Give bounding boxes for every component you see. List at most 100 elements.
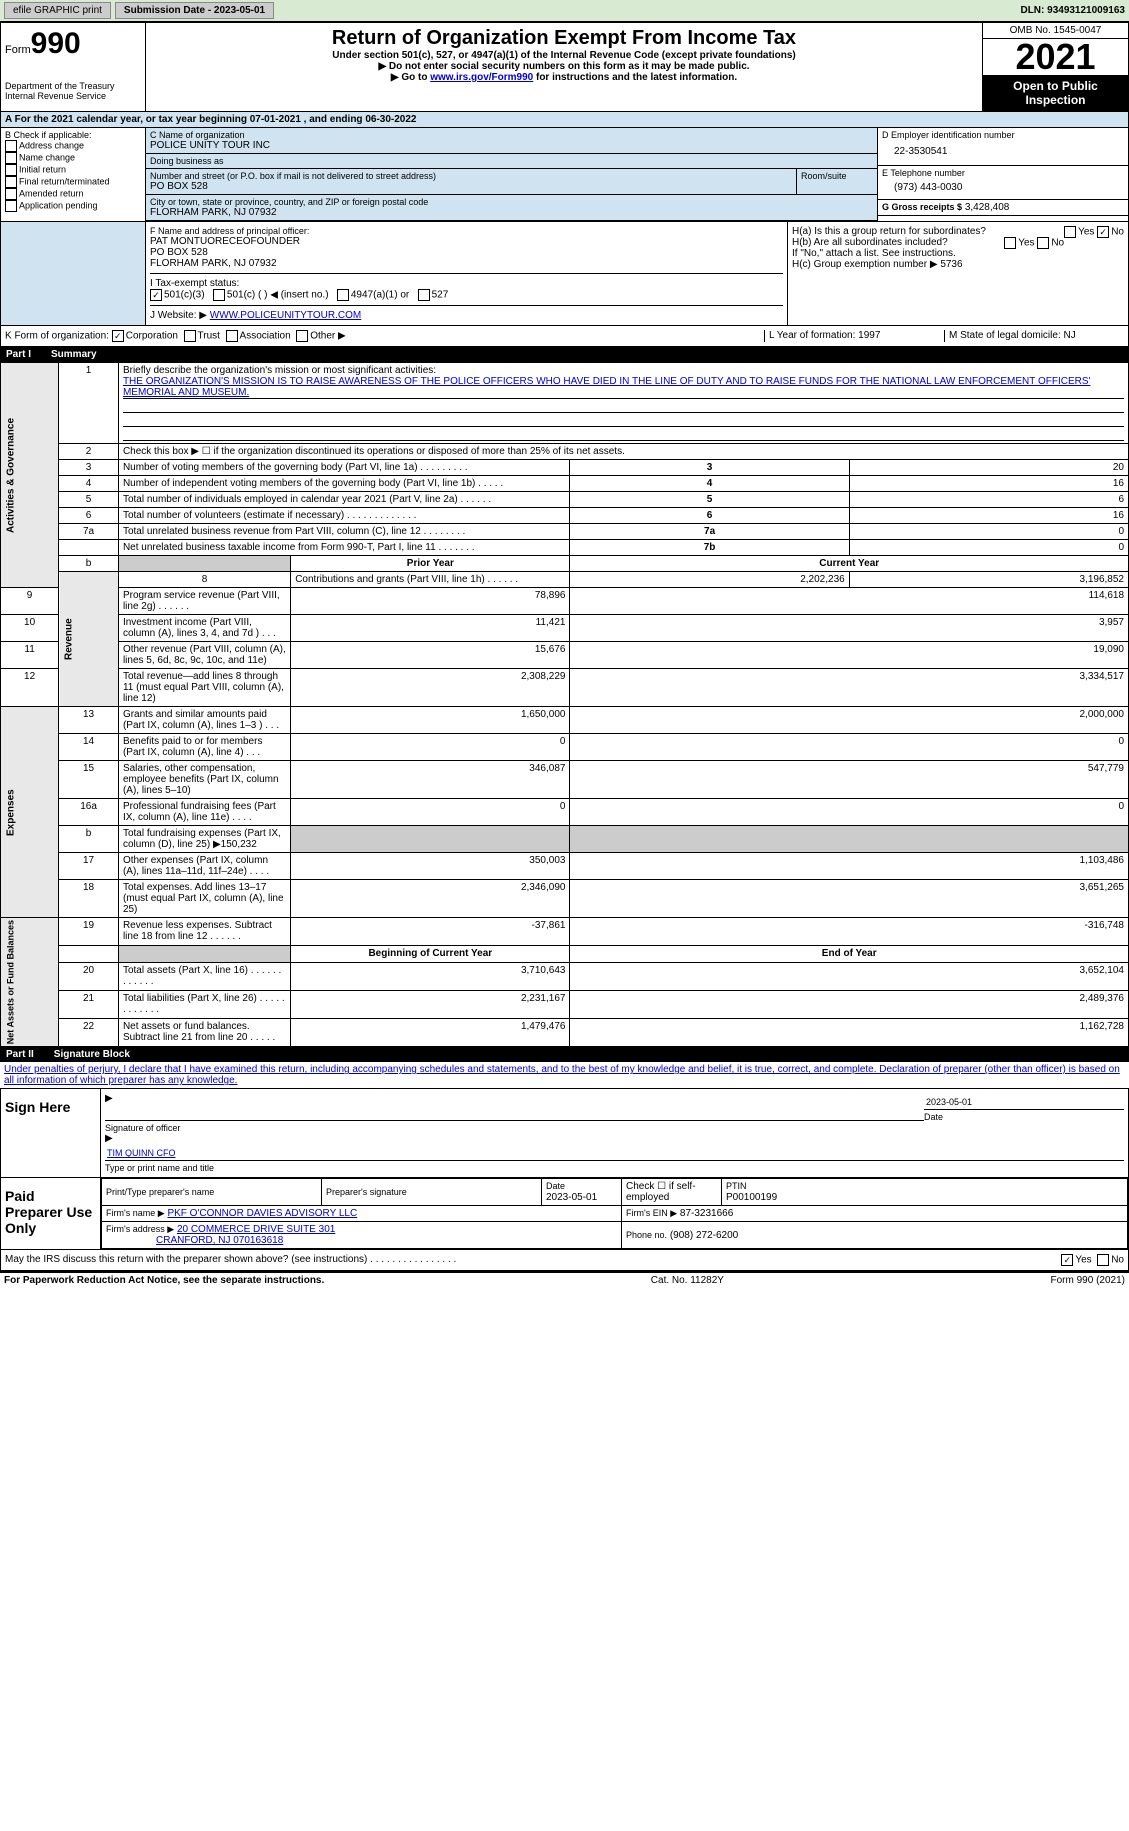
- ein-label: D Employer identification number: [882, 130, 1124, 140]
- discuss-text: May the IRS discuss this return with the…: [5, 1254, 456, 1266]
- form-number: 990: [31, 27, 81, 60]
- amended-return-check[interactable]: [5, 188, 17, 200]
- app-pending-check[interactable]: [5, 200, 17, 212]
- state-domicile-label: M State of legal domicile:: [949, 330, 1061, 341]
- corp-label: Corporation: [126, 331, 178, 342]
- corp-check[interactable]: [112, 330, 124, 342]
- 501c3-label: 501(c)(3): [164, 290, 205, 301]
- inspection-1: Open to Public: [1013, 79, 1098, 93]
- name-change-check[interactable]: [5, 152, 17, 164]
- website-link[interactable]: WWW.POLICEUNITYTOUR.COM: [210, 310, 361, 321]
- sig-officer-label: Signature of officer: [105, 1123, 924, 1133]
- form-org-label: K Form of organization:: [5, 331, 109, 342]
- assoc-check[interactable]: [226, 330, 238, 342]
- irs-link[interactable]: www.irs.gov/Form990: [430, 72, 533, 83]
- gov-row: 7aTotal unrelated business revenue from …: [1, 524, 1129, 540]
- prep-sig-label: Preparer's signature: [326, 1187, 537, 1197]
- firm-phone-label: Phone no.: [626, 1230, 667, 1240]
- firm-addr-label: Firm's address ▶: [106, 1224, 174, 1234]
- yes-label: Yes: [1075, 1255, 1091, 1266]
- inspection-2: Inspection: [1025, 93, 1085, 107]
- address-change-check[interactable]: [5, 140, 17, 152]
- gov-row: Net unrelated business taxable income fr…: [1, 540, 1129, 556]
- phone-value: (973) 443-0030: [882, 178, 1124, 197]
- beg-year-header: Beginning of Current Year: [291, 946, 570, 963]
- 527-check[interactable]: [418, 289, 430, 301]
- prep-name-label: Print/Type preparer's name: [106, 1187, 317, 1197]
- city-value: FLORHAM PARK, NJ 07932: [150, 207, 873, 218]
- other-check[interactable]: [296, 330, 308, 342]
- q1-text: Briefly describe the organization's miss…: [123, 365, 436, 376]
- org-name: POLICE UNITY TOUR INC: [150, 140, 873, 151]
- period-row: A For the 2021 calendar year, or tax yea…: [0, 112, 1129, 128]
- 501c3-check[interactable]: [150, 289, 162, 301]
- part2-header: Part II Signature Block: [0, 1047, 1129, 1062]
- form-subtitle-2: ▶ Do not enter social security numbers o…: [150, 61, 978, 72]
- q1-mission: THE ORGANIZATION'S MISSION IS TO RAISE A…: [123, 376, 1124, 399]
- ha-yes-check[interactable]: [1064, 226, 1076, 238]
- hb-note: If "No," attach a list. See instructions…: [792, 248, 1124, 259]
- efile-print-button[interactable]: efile GRAPHIC print: [4, 2, 111, 19]
- gov-row: 3Number of voting members of the governi…: [1, 460, 1129, 476]
- discuss-no-check[interactable]: [1097, 1254, 1109, 1266]
- discuss-yes-check[interactable]: [1061, 1254, 1073, 1266]
- q2-text: Check this box ▶ ☐ if the organization d…: [118, 444, 1128, 460]
- officer-typed-name: TIM QUINN CFO: [105, 1146, 1124, 1161]
- ha-no-check[interactable]: [1097, 226, 1109, 238]
- addr-change-label: Address change: [19, 140, 84, 150]
- initial-return-check[interactable]: [5, 164, 17, 176]
- ein-value: 22-3530541: [882, 140, 1124, 163]
- sign-here-label: Sign Here: [1, 1089, 101, 1177]
- amended-return-label: Amended return: [19, 188, 84, 198]
- year-formation-label: L Year of formation:: [769, 330, 855, 341]
- hb-no-check[interactable]: [1037, 237, 1049, 249]
- ptin-value: P00100199: [726, 1192, 777, 1203]
- phone-label: E Telephone number: [882, 168, 1124, 178]
- initial-return-label: Initial return: [19, 164, 66, 174]
- part1-title: Summary: [51, 349, 97, 360]
- gov-row: 5Total number of individuals employed in…: [1, 492, 1129, 508]
- self-employed-check: Check ☐ if self-employed: [622, 1179, 722, 1206]
- trust-label: Trust: [198, 331, 220, 342]
- end-year-header: End of Year: [570, 946, 1129, 963]
- addr-value: PO BOX 528: [150, 181, 792, 192]
- dba-label: Doing business as: [150, 156, 873, 166]
- officer-addr1: PO BOX 528: [150, 247, 783, 258]
- room-label: Room/suite: [797, 169, 877, 194]
- officer-section: F Name and address of principal officer:…: [0, 222, 1129, 326]
- net-assets-vert-label: Net Assets or Fund Balances: [1, 918, 59, 1047]
- addr-label: Number and street (or P.O. box if mail i…: [150, 171, 792, 181]
- firm-name-label: Firm's name ▶: [106, 1208, 165, 1218]
- prep-date-label: Date: [546, 1181, 565, 1191]
- dln-label: DLN: 93493121009163: [1020, 5, 1125, 16]
- goto-post: for instructions and the latest informat…: [533, 72, 737, 83]
- footer-mid: Cat. No. 11282Y: [651, 1275, 724, 1286]
- final-return-check[interactable]: [5, 176, 17, 188]
- firm-phone: (908) 272-6200: [670, 1230, 738, 1241]
- no-label: No: [1111, 1255, 1124, 1266]
- penalty-text: Under penalties of perjury, I declare th…: [0, 1062, 1129, 1088]
- year-formation-val: 1997: [858, 330, 880, 341]
- ptin-label: PTIN: [726, 1181, 747, 1191]
- officer-addr2: FLORHAM PARK, NJ 07932: [150, 258, 783, 269]
- hb-yes-check[interactable]: [1004, 237, 1016, 249]
- prior-year-header: Prior Year: [291, 556, 570, 572]
- 4947-label: 4947(a)(1) or: [351, 290, 409, 301]
- paid-preparer-label: Paid Preparer Use Only: [1, 1178, 101, 1249]
- form-org-row: K Form of organization: Corporation Trus…: [0, 326, 1129, 347]
- trust-check[interactable]: [184, 330, 196, 342]
- city-label: City or town, state or province, country…: [150, 197, 873, 207]
- footer: For Paperwork Reduction Act Notice, see …: [0, 1271, 1129, 1288]
- firm-name: PKF O'CONNOR DAVIES ADVISORY LLC: [167, 1208, 357, 1219]
- irs-label: Internal Revenue Service: [5, 91, 141, 101]
- 527-label: 527: [432, 290, 449, 301]
- 4947-check[interactable]: [337, 289, 349, 301]
- current-year-header: Current Year: [570, 556, 1129, 572]
- officer-label: F Name and address of principal officer:: [150, 226, 783, 236]
- 501c-check[interactable]: [213, 289, 225, 301]
- submission-button[interactable]: Submission Date - 2023-05-01: [115, 2, 274, 19]
- name-change-label: Name change: [19, 152, 75, 162]
- tax-exempt-label: I Tax-exempt status:: [150, 278, 239, 289]
- app-pending-label: Application pending: [19, 200, 98, 210]
- part1-label: Part I: [6, 349, 31, 360]
